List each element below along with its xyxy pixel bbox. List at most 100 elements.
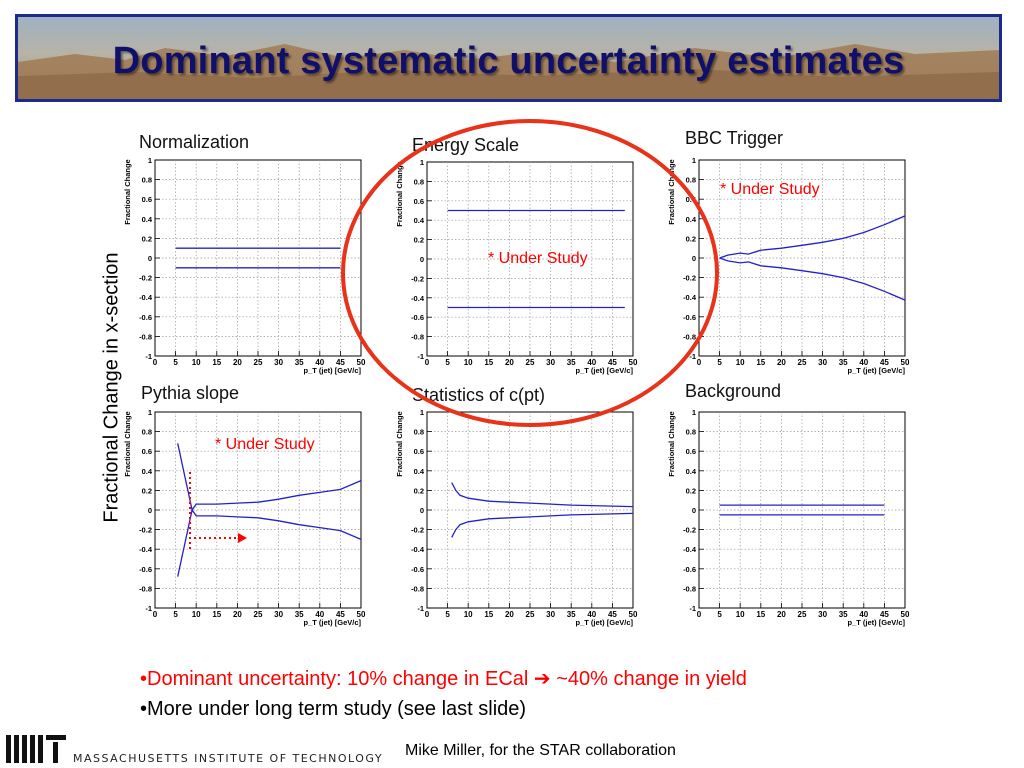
x-tick-label: 30 [274, 610, 283, 619]
series-line-0 [451, 482, 634, 508]
y-tick-label: 1 [692, 408, 696, 417]
x-tick-label: 10 [736, 610, 745, 619]
x-tick-label: 30 [274, 358, 283, 367]
y-tick-label: 0.2 [142, 234, 152, 243]
y-tick-label: -0.2 [683, 526, 696, 535]
y-axis-title: Fractional Change [395, 411, 404, 476]
series-line-1 [177, 508, 362, 577]
y-tick-label: 0 [148, 254, 152, 263]
y-tick-label: -0.8 [411, 333, 424, 342]
plot-3: 0 5 10 15 20 25 30 35 40 45 50 -1 -0.8 -0.6 -0.4 -0.2 0 0… [123, 408, 366, 627]
x-tick-label: 45 [880, 358, 889, 367]
y-tick-label: 0 [420, 506, 424, 515]
x-tick-label: 20 [777, 610, 786, 619]
x-tick-label: 20 [505, 358, 514, 367]
y-tick-label: -1 [145, 352, 152, 361]
x-tick-label: 30 [818, 610, 827, 619]
x-tick-label: 0 [697, 610, 702, 619]
x-tick-label: 30 [818, 358, 827, 367]
y-tick-label: 0.8 [686, 176, 696, 185]
y-tick-label: 1 [148, 408, 152, 417]
x-tick-label: 45 [608, 358, 617, 367]
x-tick-label: 5 [717, 358, 722, 367]
y-axis-title: Fractional Change [667, 411, 676, 476]
y-tick-label: -0.6 [139, 313, 152, 322]
y-tick-label: 0.4 [686, 215, 697, 224]
y-tick-label: -0.6 [683, 313, 696, 322]
x-tick-label: 35 [839, 358, 848, 367]
y-tick-label: 0.2 [686, 234, 696, 243]
y-tick-label: 0.4 [686, 467, 697, 476]
y-tick-label: -0.8 [683, 584, 696, 593]
x-tick-label: 50 [357, 358, 366, 367]
series-line-1 [719, 257, 906, 301]
x-tick-label: 25 [254, 358, 263, 367]
title-banner [15, 14, 1002, 102]
y-tick-label: -0.2 [411, 274, 424, 283]
y-tick-label: 0.8 [414, 177, 424, 186]
x-tick-label: 45 [608, 610, 617, 619]
y-tick-label: -0.2 [139, 526, 152, 535]
y-tick-label: -0.2 [139, 274, 152, 283]
plot-title-pythia-slope: Pythia slope [141, 383, 240, 403]
y-tick-label: -0.4 [411, 545, 425, 554]
x-tick-label: 40 [315, 610, 324, 619]
under-study-annotation: * Under Study [488, 250, 588, 267]
x-tick-label: 40 [587, 358, 596, 367]
y-tick-label: 1 [692, 156, 696, 165]
bullet-dominant-uncertainty: •Dominant uncertainty: 10% change in ECa… [140, 668, 747, 690]
highlight-circle [341, 119, 719, 427]
mit-logo-icon [6, 735, 66, 763]
y-tick-label: 0.6 [686, 447, 696, 456]
y-tick-label: 0 [420, 255, 424, 264]
y-tick-label: -1 [689, 352, 696, 361]
x-tick-label: 0 [153, 610, 158, 619]
x-tick-label: 20 [233, 358, 242, 367]
x-tick-label: 0 [425, 358, 430, 367]
x-tick-label: 5 [173, 610, 178, 619]
y-tick-label: -0.8 [683, 332, 696, 341]
y-tick-label: -0.6 [683, 565, 696, 574]
x-tick-label: 25 [526, 358, 535, 367]
x-tick-label: 40 [315, 358, 324, 367]
y-tick-label: -0.8 [139, 332, 152, 341]
x-tick-label: 5 [717, 610, 722, 619]
x-tick-label: 10 [192, 358, 201, 367]
y-tick-label: 0.2 [414, 486, 424, 495]
y-axis-title: Fractional Change [395, 161, 404, 226]
plot-4: 0 5 10 15 20 25 30 35 40 45 50 -1 -0.8 -0.6 -0.4 -0.2 0 0… [395, 408, 638, 627]
bullet-long-term-study: •More under long term study (see last sl… [140, 698, 527, 720]
y-tick-label: 1 [148, 156, 152, 165]
y-tick-label: -0.4 [683, 293, 697, 302]
x-tick-label: 20 [233, 610, 242, 619]
plot-title-statistics: Statistics of c(pt) [412, 385, 546, 405]
y-axis-title: Fractional Change [667, 159, 676, 224]
y-tick-label: 0 [148, 506, 152, 515]
y-tick-label: -0.8 [139, 584, 152, 593]
y-tick-label: -0.6 [411, 565, 424, 574]
y-tick-label: 0 [692, 506, 696, 515]
x-tick-label: 40 [587, 610, 596, 619]
x-tick-label: 40 [859, 358, 868, 367]
x-tick-label: 50 [901, 610, 910, 619]
y-tick-label: 0.6 [414, 447, 424, 456]
y-tick-label: -0.2 [411, 526, 424, 535]
x-tick-label: 15 [756, 610, 765, 619]
x-tick-label: 20 [777, 358, 786, 367]
x-tick-label: 35 [295, 610, 304, 619]
y-tick-label: 0.8 [142, 428, 152, 437]
x-tick-label: 35 [295, 358, 304, 367]
series-line-1 [451, 512, 634, 538]
y-axis-title: Fractional Change [123, 411, 132, 476]
x-tick-label: 10 [464, 610, 473, 619]
x-tick-label: 40 [859, 610, 868, 619]
x-tick-label: 15 [212, 610, 221, 619]
y-tick-label: 1 [420, 408, 424, 417]
plot-5: 0 5 10 15 20 25 30 35 40 45 50 -1 -0.8 -0.6 -0.4 -0.2 0 0… [667, 408, 910, 627]
x-tick-label: 25 [526, 610, 535, 619]
x-tick-label: 10 [736, 358, 745, 367]
plot-title-background: Background [685, 381, 782, 401]
slide-title: Dominant systematic uncertainty estimate… [112, 40, 905, 82]
y-tick-label: 0.4 [414, 216, 425, 225]
